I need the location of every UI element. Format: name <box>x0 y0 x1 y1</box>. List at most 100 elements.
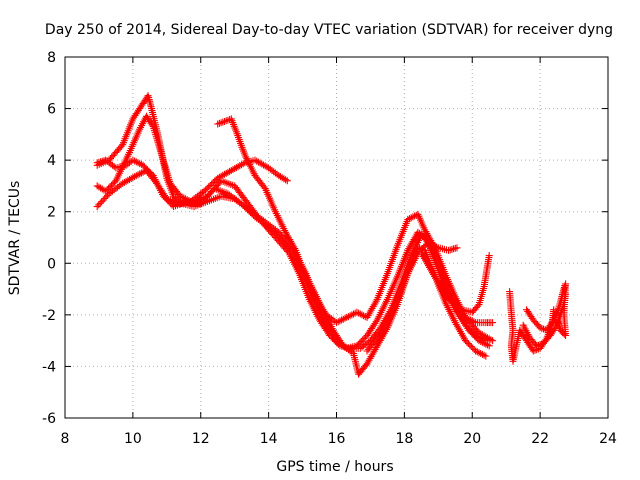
marker-endpoint <box>489 337 497 345</box>
y-tick-label: 0 <box>47 256 56 272</box>
marker-segment <box>480 254 493 290</box>
marker-segment <box>129 101 146 123</box>
chart-title: Day 250 of 2014, Sidereal Day-to-day VTE… <box>45 22 613 38</box>
marker-segment <box>462 337 478 353</box>
y-tick-label: 8 <box>47 50 56 66</box>
marker-segment <box>143 112 156 129</box>
marker-endpoint <box>283 177 291 185</box>
series-track-5 <box>214 115 490 378</box>
marker-segment <box>275 172 290 184</box>
marker-segment <box>204 193 223 205</box>
marker-segment <box>102 156 118 171</box>
marker-segment <box>221 116 234 125</box>
x-tick-label: 24 <box>599 431 617 447</box>
marker-segment <box>519 321 533 340</box>
marker-segment <box>394 248 411 280</box>
marker-endpoint <box>485 252 493 260</box>
x-tick-label: 18 <box>395 431 413 447</box>
marker-segment <box>394 272 411 303</box>
marker-segment <box>540 333 553 347</box>
grid-lines <box>65 57 608 418</box>
x-tick-label: 22 <box>531 431 549 447</box>
marker-segment <box>536 324 549 334</box>
marker-segment <box>305 295 323 322</box>
marker-segment <box>363 318 380 339</box>
marker-segment <box>414 210 428 232</box>
marker-segment <box>261 185 279 214</box>
marker-segment <box>149 123 165 157</box>
marker-segment <box>149 172 166 198</box>
marker-segment <box>166 179 183 199</box>
marker-segment <box>383 243 401 278</box>
marker-segment <box>278 236 298 260</box>
series-track-6 <box>363 239 461 355</box>
data-points <box>93 92 570 378</box>
y-tick-label: 2 <box>47 205 56 221</box>
marker-segment <box>329 326 346 348</box>
marker-segment <box>363 297 380 321</box>
marker-segment <box>404 251 421 278</box>
marker-segment <box>451 319 468 343</box>
marker-segment <box>451 303 468 320</box>
y-tick-label: 4 <box>47 153 56 169</box>
series-track-11 <box>519 290 570 350</box>
marker-segment <box>431 272 448 296</box>
x-tick-label: 20 <box>463 431 481 447</box>
marker-segment <box>383 297 401 327</box>
marker-segment <box>441 298 458 325</box>
y-tick-labels: -6 -4 -2 0 2 4 6 8 <box>42 50 56 427</box>
marker-segment <box>265 164 281 178</box>
marker-endpoint <box>489 319 497 327</box>
marker-segment <box>197 186 217 208</box>
marker-segment <box>543 320 555 334</box>
marker-segment <box>560 282 569 293</box>
marker-segment <box>232 128 248 157</box>
marker-segment <box>533 340 546 350</box>
marker-segment <box>132 167 149 180</box>
x-tick-label: 10 <box>124 431 142 447</box>
marker-segment <box>93 157 108 167</box>
y-tick-label: -4 <box>42 359 56 375</box>
marker-segment <box>373 272 391 303</box>
marker-segment <box>158 151 174 185</box>
marker-segment <box>271 208 289 234</box>
marker-segment <box>312 301 329 327</box>
x-tick-label: 8 <box>61 431 70 447</box>
marker-segment <box>355 361 370 378</box>
marker-segment <box>394 217 411 249</box>
x-tick-label: 12 <box>192 431 210 447</box>
marker-segment <box>468 302 482 316</box>
marker-segment <box>119 117 136 149</box>
marker-segment <box>251 156 271 171</box>
marker-segment <box>231 182 251 206</box>
marker-segment <box>363 336 380 355</box>
marker-segment <box>472 347 488 359</box>
marker-segment <box>462 313 478 326</box>
marker-segment <box>214 167 234 182</box>
marker-endpoint <box>453 244 461 252</box>
marker-segment <box>421 254 438 278</box>
x-tick-label: 14 <box>260 431 278 447</box>
marker-segment <box>309 285 326 312</box>
marker-segment <box>353 308 369 321</box>
marker-segment <box>373 297 390 324</box>
marker-segment <box>251 172 268 191</box>
marker-segment <box>200 176 220 195</box>
marker-segment <box>383 274 401 303</box>
y-tick-label: 6 <box>47 102 56 118</box>
marker-segment <box>126 127 143 156</box>
marker-segment <box>441 290 458 309</box>
marker-segment <box>119 173 139 187</box>
marker-segment <box>339 342 356 356</box>
marker-segment <box>529 316 543 330</box>
marker-segment <box>523 306 536 322</box>
marker-segment <box>414 228 429 240</box>
marker-segment <box>526 334 539 348</box>
marker-segment <box>373 326 390 350</box>
marker-segment <box>129 156 145 168</box>
marker-segment <box>159 192 176 209</box>
marker-segment <box>319 306 336 332</box>
marker-segment <box>93 191 112 211</box>
marker-segment <box>356 338 373 352</box>
x-tick-labels: 8 10 12 14 16 18 20 22 24 <box>61 431 617 447</box>
